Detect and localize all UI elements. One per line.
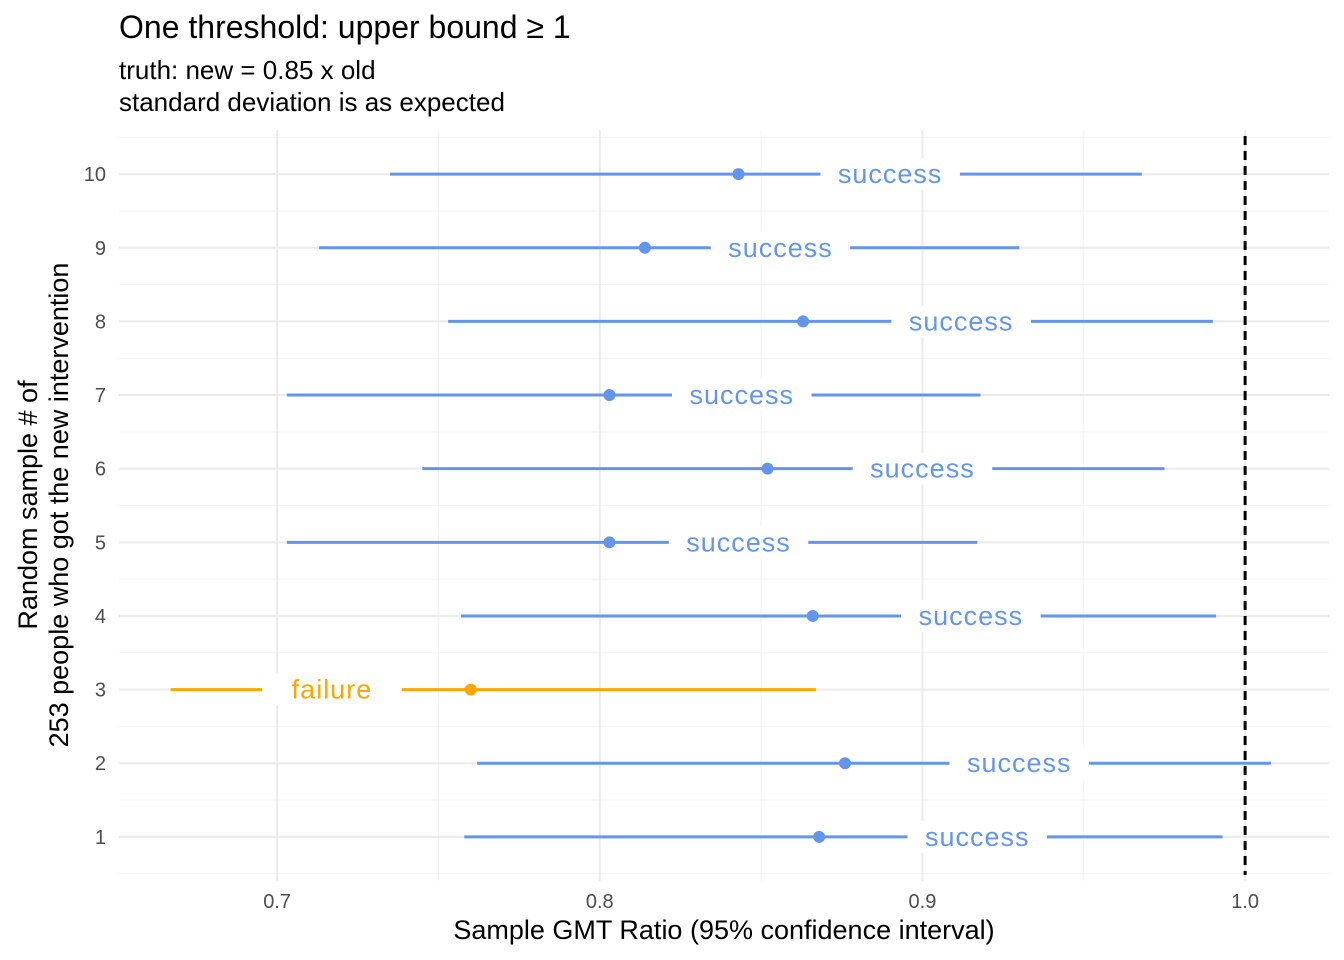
y-tick-label: 9 [95,238,106,260]
y-tick-label: 5 [95,532,106,554]
ci-label: failure [292,675,373,705]
y-tick-label: 10 [84,164,106,186]
y-tick-label: 4 [95,606,106,628]
ci-label: success [967,748,1072,778]
interval-sample-4: success [461,600,1216,632]
interval-sample-2: success [477,747,1271,779]
chart-subtitle-line-2: standard deviation is as expected [119,87,505,117]
x-tick-label: 0.9 [909,891,937,913]
interval-sample-6: success [422,453,1164,485]
interval-sample-5: success [287,526,978,558]
point-estimate [733,168,745,180]
x-axis-ticks: 0.7 0.8 0.9 1.0 [263,891,1259,913]
point-estimate [762,463,774,475]
point-estimate [839,757,851,769]
ci-label: success [838,159,943,189]
interval-sample-3: failure [171,674,816,706]
y-axis-ticks: 1 2 3 4 5 6 7 8 9 10 [84,164,106,849]
point-estimate [603,536,615,548]
x-tick-label: 0.8 [586,891,614,913]
ci-label: success [870,454,975,484]
interval-sample-10: success [390,158,1142,190]
interval-sample-9: success [319,232,1019,264]
ci-label: success [925,822,1030,852]
point-estimate [813,831,825,843]
chart-subtitle-line-1: truth: new = 0.85 x old [119,55,376,85]
point-estimate [639,242,651,254]
y-tick-label: 8 [95,311,106,333]
y-tick-label: 6 [95,459,106,481]
point-estimate [797,315,809,327]
ci-label: success [686,527,791,557]
point-estimate [807,610,819,622]
x-tick-label: 0.7 [263,891,291,913]
y-tick-label: 7 [95,385,106,407]
ci-label: success [728,233,833,263]
y-tick-label: 1 [95,827,106,849]
interval-sample-1: success [464,821,1222,853]
y-tick-label: 3 [95,680,106,702]
interval-sample-7: success [287,379,981,411]
y-axis-label-line-1: Random sample # of [13,380,43,630]
y-tick-label: 2 [95,753,106,775]
chart-title: One threshold: upper bound ≥ 1 [119,9,571,45]
y-axis-label-line-2: 253 people who got the new intervention [44,263,74,748]
ci-label: success [689,380,794,410]
x-tick-label: 1.0 [1231,891,1259,913]
point-estimate [603,389,615,401]
interval-sample-8: success [448,305,1213,337]
ci-label: success [919,601,1024,631]
ci-label: success [909,306,1014,336]
point-estimate [465,684,477,696]
x-axis-label: Sample GMT Ratio (95% confidence interva… [453,915,994,945]
